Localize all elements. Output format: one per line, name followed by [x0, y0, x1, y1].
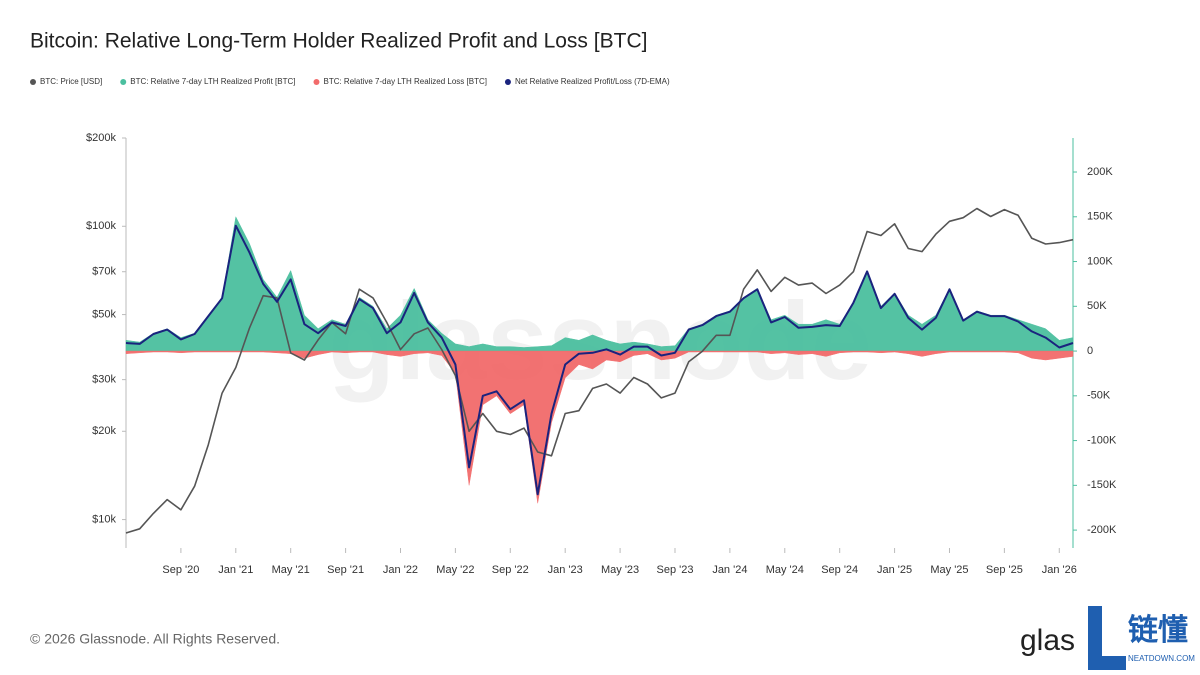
- y-tick-label: $20k: [92, 425, 116, 437]
- y-tick-label: $50k: [92, 308, 116, 320]
- y-tick-label: $70k: [92, 266, 116, 278]
- x-tick-label: Sep '21: [327, 564, 364, 576]
- x-tick-label: Jan '22: [383, 564, 418, 576]
- y2-tick-label: 150K: [1087, 211, 1113, 223]
- y2-tick-label: -150K: [1087, 479, 1117, 491]
- line: [125, 207, 1074, 534]
- x-tick-label: Jan '21: [218, 564, 253, 576]
- legend-label: BTC: Price [USD]: [40, 77, 102, 86]
- x-tick-label: Sep '24: [821, 564, 858, 576]
- legend-label: Net Relative Realized Profit/Loss (7D-EM…: [515, 77, 670, 86]
- legend-marker: [504, 79, 511, 85]
- y2-tick-label: 50K: [1087, 300, 1107, 312]
- y-tick-label: $30k: [92, 374, 116, 386]
- x-tick-label: Sep '20: [162, 564, 199, 576]
- x-tick-label: Jan '24: [712, 564, 747, 576]
- x-tick-label: Sep '25: [986, 564, 1023, 576]
- x-tick-label: Jan '23: [548, 564, 583, 576]
- y2-tick-label: 0: [1087, 345, 1093, 357]
- x-tick-label: Jan '26: [1042, 564, 1077, 576]
- y2-tick-label: 100K: [1087, 255, 1113, 267]
- legend-label: BTC: Relative 7-day LTH Realized Loss [B…: [323, 77, 486, 86]
- x-tick-label: May '24: [766, 564, 804, 576]
- y-tick-label: $100k: [86, 220, 116, 232]
- brand: 链懂: [1128, 613, 1188, 647]
- x-tick-label: Jan '25: [877, 564, 912, 576]
- logo: glas: [1020, 624, 1075, 657]
- legend-label: BTC: Relative 7-day LTH Realized Profit …: [130, 77, 295, 86]
- line: [125, 224, 1074, 496]
- x-tick-label: Sep '22: [492, 564, 529, 576]
- y2-tick-label: -50K: [1087, 390, 1111, 402]
- footer: © 2026 Glassnode. All Rights Reserved.: [30, 631, 280, 647]
- x-tick-label: May '23: [601, 564, 639, 576]
- y2-tick-label: -100K: [1087, 434, 1117, 446]
- legend-marker: [313, 79, 320, 85]
- x-tick-label: May '21: [272, 564, 310, 576]
- brand-url: NEATDOWN.COM: [1128, 654, 1195, 663]
- x-tick-label: May '25: [930, 564, 968, 576]
- logo-mark: [1088, 606, 1126, 670]
- y-tick-label: $10k: [92, 513, 116, 525]
- chart-title: Bitcoin: Relative Long-Term Holder Reali…: [30, 30, 647, 53]
- x-tick-label: Sep '23: [657, 564, 694, 576]
- y-tick-label: $200k: [86, 132, 116, 144]
- legend-marker: [30, 79, 36, 85]
- legend-marker: [120, 79, 127, 85]
- y2-tick-label: -200K: [1087, 524, 1117, 536]
- x-tick-label: May '22: [436, 564, 474, 576]
- y2-tick-label: 200K: [1087, 166, 1113, 178]
